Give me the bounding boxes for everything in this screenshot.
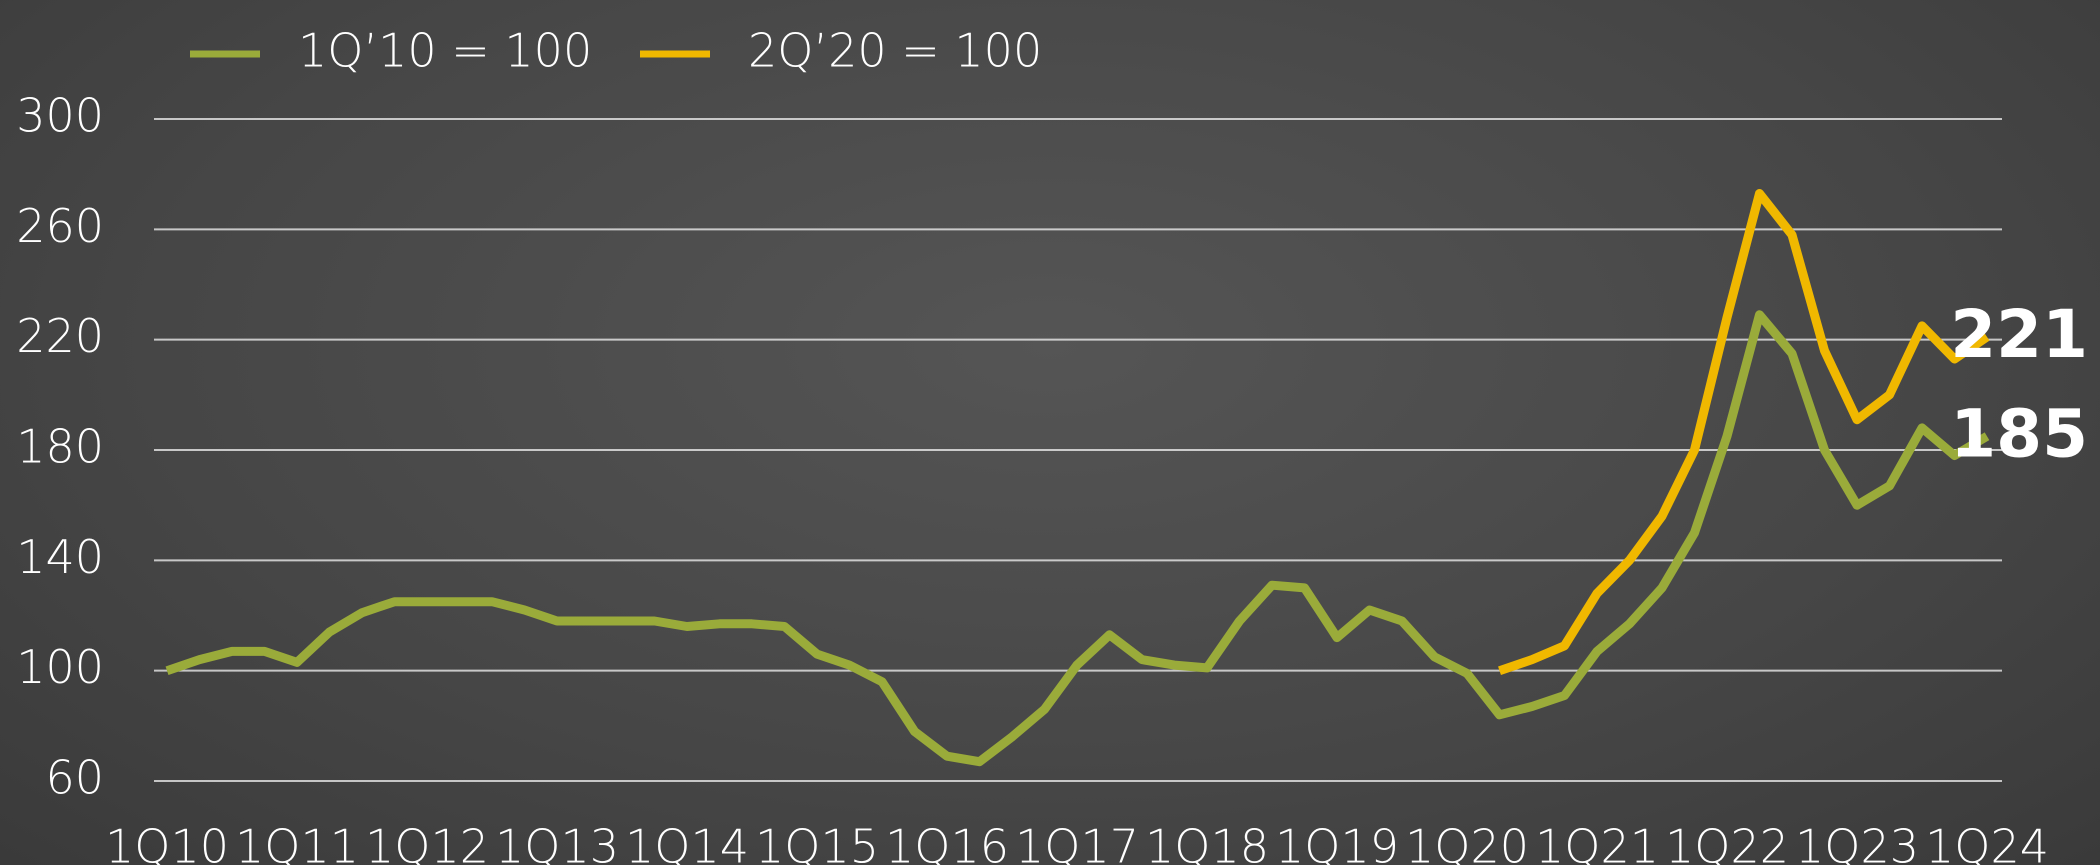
y-tick-label: 60 (45, 751, 104, 805)
end-value-label: 221 (1950, 296, 2088, 373)
x-tick-label: 1Q18 (1145, 820, 1269, 865)
x-tick-label: 1Q24 (1925, 820, 2049, 865)
y-tick-label: 140 (16, 530, 104, 584)
y-tick-label: 180 (16, 420, 104, 474)
legend-label: 2Q’20 = 100 (748, 24, 1042, 78)
x-tick-label: 1Q17 (1015, 820, 1139, 865)
x-tick-label: 1Q15 (755, 820, 879, 865)
x-tick-label: 1Q10 (105, 820, 229, 865)
y-tick-label: 220 (16, 309, 104, 363)
series-line (1498, 189, 1990, 675)
x-tick-label: 1Q23 (1795, 820, 1919, 865)
x-tick-label: 1Q11 (235, 820, 359, 865)
legend-label: 1Q’10 = 100 (298, 24, 592, 78)
y-tick-label: 260 (16, 199, 104, 253)
x-tick-label: 1Q22 (1665, 820, 1789, 865)
x-tick-label: 1Q16 (885, 820, 1009, 865)
y-tick-label: 300 (16, 89, 104, 143)
end-value-label: 185 (1950, 395, 2088, 472)
x-tick-label: 1Q19 (1275, 820, 1399, 865)
y-tick-label: 100 (16, 640, 104, 694)
x-tick-label: 1Q20 (1405, 820, 1529, 865)
x-tick-label: 1Q14 (625, 820, 749, 865)
x-tick-label: 1Q21 (1535, 820, 1659, 865)
series-line (165, 310, 1990, 767)
x-tick-label: 1Q13 (495, 820, 619, 865)
x-tick-label: 1Q12 (365, 820, 489, 865)
